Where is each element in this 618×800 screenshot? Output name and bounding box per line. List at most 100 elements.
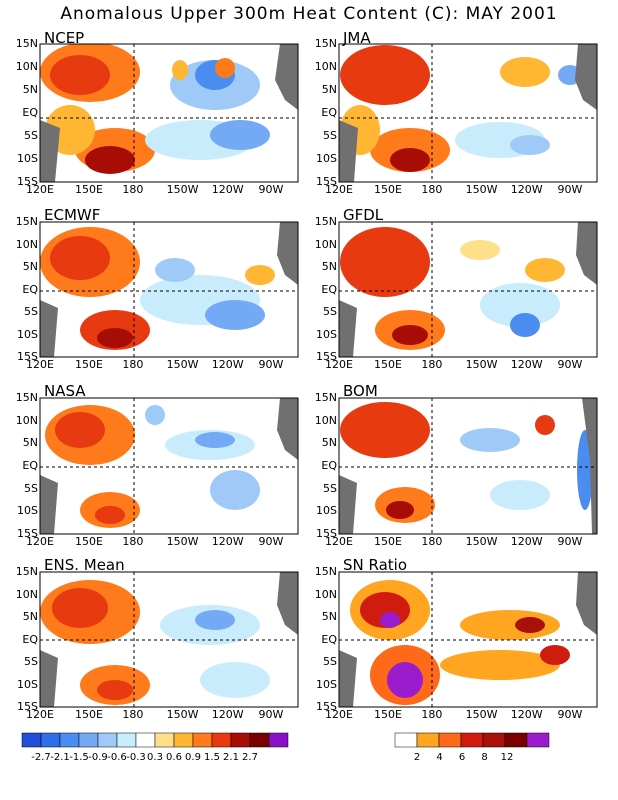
lat-label: 15S [316, 527, 337, 540]
lat-label: 10S [17, 152, 38, 165]
lon-label: 120W [211, 708, 244, 721]
colorbar-swatch [230, 732, 251, 748]
lat-label: 10S [17, 504, 38, 518]
lat-label: 10N [15, 237, 38, 251]
colorbar-swatch [416, 732, 440, 748]
lat-label: 15S [17, 700, 38, 713]
panel-title-nasa: NASA [44, 382, 86, 400]
lat-label: 5S [24, 305, 38, 318]
lat-label: 10N [15, 60, 38, 73]
lat-label: EQ [321, 632, 337, 646]
lat-label: EQ [22, 459, 38, 472]
lat-label: 10S [316, 504, 337, 518]
lon-label: 180 [122, 183, 144, 196]
lat-label: 10N [314, 413, 337, 427]
colorbar-swatch [40, 732, 61, 748]
lat-label: 15N [314, 215, 337, 228]
lat-label: 10S [316, 677, 337, 691]
lat-label: 10N [15, 413, 38, 427]
lat-label: 5S [323, 129, 337, 142]
lon-label: 90W [258, 708, 284, 721]
lat-label: 15S [17, 527, 38, 540]
lon-label: 150W [166, 535, 199, 548]
panel-sn-ratio-map [339, 572, 597, 707]
lon-label: 120W [211, 358, 244, 371]
panel-title-gfdl: GFDL [343, 206, 384, 224]
lat-label: 15N [314, 37, 337, 50]
lon-label: 180 [421, 183, 443, 196]
lat-label: 10S [316, 327, 337, 341]
colorbar-swatch [268, 732, 289, 748]
lat-label: 10N [15, 587, 38, 601]
colorbar-swatch [59, 732, 80, 748]
colorbar-swatch [460, 732, 484, 748]
lat-label: 5S [24, 655, 38, 668]
lat-label: 15S [316, 175, 337, 188]
lon-label: 180 [421, 358, 443, 371]
lat-label: 10S [17, 327, 38, 341]
lat-label: 5S [24, 481, 38, 495]
colorbar-label: 0.6 [166, 752, 182, 763]
lat-label: 5N [321, 436, 337, 450]
lon-label: 120W [211, 183, 244, 196]
colorbar-swatch [526, 732, 550, 748]
lon-label: 150W [465, 358, 498, 371]
colorbar-label: 6 [458, 752, 466, 763]
lon-label: 120E [26, 183, 54, 196]
panel-nasa-map [40, 398, 298, 534]
lon-label: 180 [122, 358, 144, 371]
lon-label: 90W [557, 358, 583, 371]
lon-label: 150E [374, 358, 402, 371]
panel-title-ncep: NCEP [44, 29, 85, 47]
lon-label: 90W [258, 358, 284, 371]
colorbar-swatch [116, 732, 137, 748]
lon-label: 120W [510, 708, 543, 721]
lon-label: 180 [122, 535, 144, 548]
lat-label: 15S [316, 350, 337, 363]
lon-label: 180 [421, 708, 443, 721]
colorbar-label: -0.3 [126, 752, 146, 763]
lon-label: 90W [258, 183, 284, 196]
lon-label: 180 [421, 535, 443, 548]
lon-label: 90W [258, 535, 284, 548]
lat-label: 5S [323, 655, 337, 668]
colorbar-label: -2.7 [31, 752, 51, 763]
lon-label: 120E [26, 708, 54, 721]
lat-label: 5S [24, 129, 38, 142]
lon-label: 120W [510, 358, 543, 371]
colorbar-label: -0.9 [88, 752, 108, 763]
lat-label: 5N [321, 610, 337, 623]
figure-title: Anomalous Upper 300m Heat Content (C): M… [60, 4, 558, 24]
lon-label: 150E [374, 535, 402, 548]
lon-label: 90W [557, 708, 583, 721]
lat-label: 15N [15, 215, 38, 228]
panel-bom-map [339, 398, 597, 534]
lon-label: 150E [374, 183, 402, 196]
lon-label: 120W [510, 183, 543, 196]
lon-label: 150W [465, 183, 498, 196]
colorbar-label: 8 [481, 752, 488, 763]
panel-title-ecmwf: ECMWF [44, 206, 101, 224]
lat-label: EQ [22, 106, 38, 119]
lat-label: 5S [323, 305, 337, 318]
anomaly-colorbar [21, 732, 289, 748]
lon-label: 120E [325, 183, 353, 196]
lon-label: 120W [211, 535, 244, 548]
lat-label: EQ [22, 282, 38, 296]
lon-label: 150E [374, 708, 402, 721]
panel-title-bom: BOM [343, 382, 378, 400]
lon-label: 120E [325, 708, 353, 721]
lon-label: 180 [122, 708, 144, 721]
colorbar-label: 2.1 [223, 752, 239, 763]
lon-label: 150E [75, 183, 103, 196]
lon-label: 90W [557, 183, 583, 196]
lon-label: 120E [325, 535, 353, 548]
lat-label: 5N [321, 260, 337, 273]
colorbar-swatch [78, 732, 99, 748]
lon-label: 120E [26, 535, 54, 548]
colorbar-label: 0.3 [147, 752, 163, 763]
lat-label: 15S [316, 700, 337, 713]
colorbar-swatch [438, 732, 462, 748]
lat-label: EQ [321, 106, 337, 119]
